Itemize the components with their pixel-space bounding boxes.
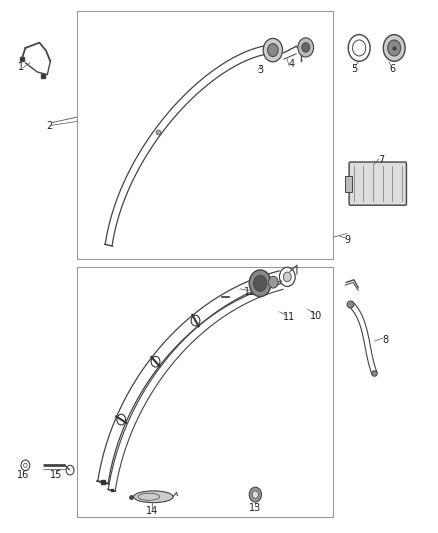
Circle shape: [252, 491, 258, 498]
Text: 9: 9: [344, 235, 350, 245]
Circle shape: [298, 38, 314, 57]
Circle shape: [353, 40, 366, 56]
Circle shape: [302, 43, 310, 52]
Bar: [345, 176, 352, 192]
Text: 1: 1: [18, 62, 24, 71]
Text: 2: 2: [46, 122, 52, 131]
Circle shape: [254, 275, 267, 291]
Circle shape: [249, 487, 261, 502]
Text: 10: 10: [310, 311, 322, 320]
Text: 3: 3: [258, 66, 264, 75]
Circle shape: [383, 35, 405, 61]
FancyBboxPatch shape: [349, 162, 406, 205]
Circle shape: [249, 270, 271, 296]
Circle shape: [348, 35, 370, 61]
Text: 7: 7: [378, 155, 384, 165]
Ellipse shape: [134, 491, 173, 503]
Text: 16: 16: [17, 471, 29, 480]
Text: 5: 5: [352, 64, 358, 74]
Text: 11: 11: [283, 312, 295, 322]
Circle shape: [268, 276, 278, 288]
Text: 13: 13: [249, 503, 261, 513]
Circle shape: [268, 44, 278, 56]
Text: 6: 6: [389, 64, 395, 74]
Bar: [77, 11, 333, 259]
Text: 4: 4: [289, 59, 295, 69]
Bar: [77, 266, 333, 517]
Text: 15: 15: [50, 471, 62, 480]
Text: 12: 12: [244, 287, 257, 297]
Circle shape: [283, 272, 291, 281]
Text: 14: 14: [146, 506, 159, 515]
Circle shape: [263, 38, 283, 62]
Circle shape: [388, 40, 401, 56]
Circle shape: [279, 267, 295, 286]
Text: 8: 8: [382, 335, 389, 344]
